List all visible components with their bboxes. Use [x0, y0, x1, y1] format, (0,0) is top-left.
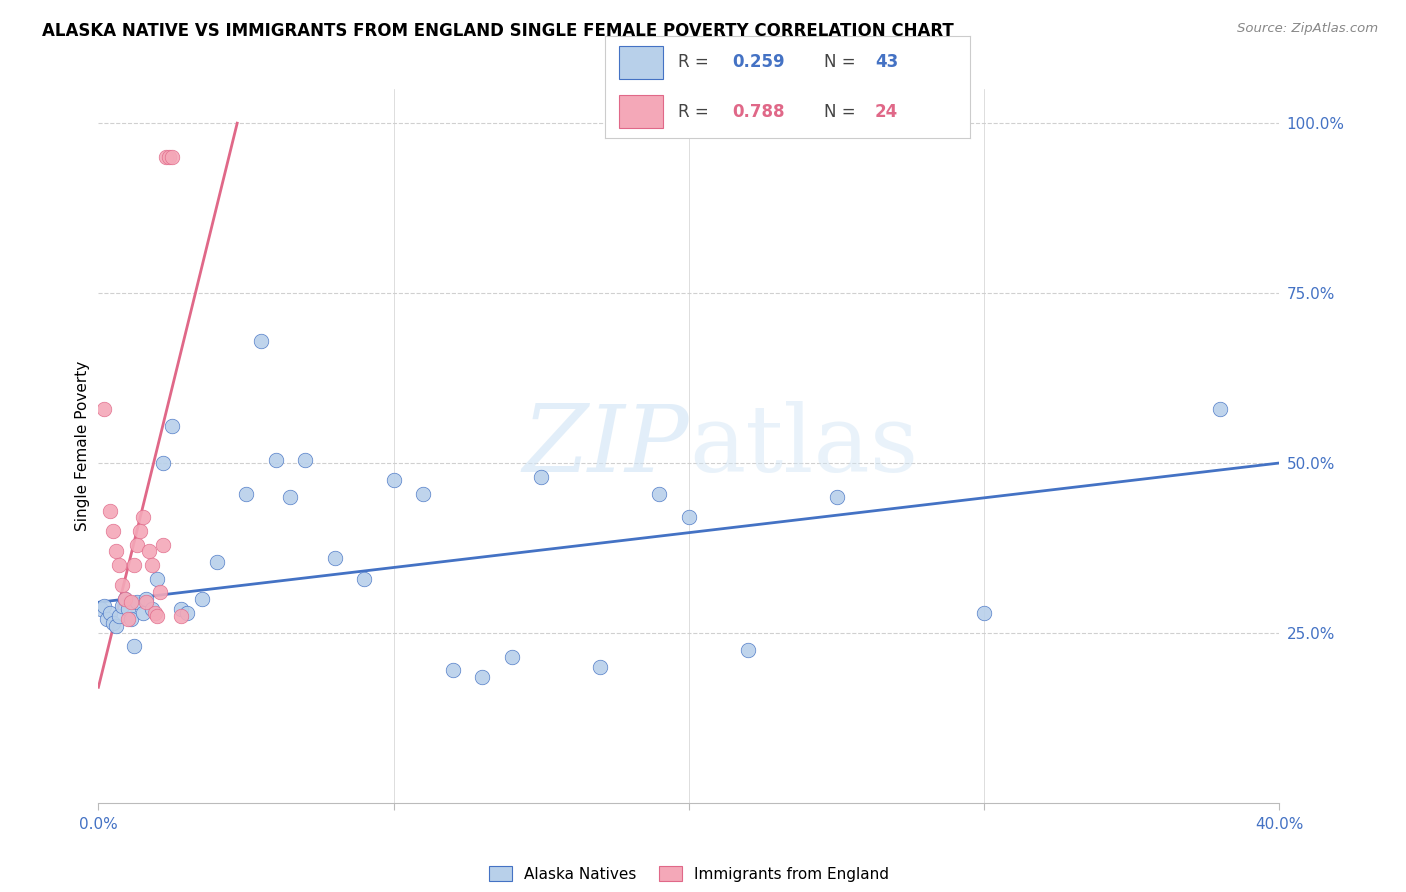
- Text: ZIP: ZIP: [522, 401, 689, 491]
- Point: [103, 615, 125, 630]
- Point: [122, 640, 145, 654]
- Point: [120, 612, 142, 626]
- Text: 0.259: 0.259: [733, 54, 785, 71]
- Point: [146, 572, 169, 586]
- Point: [157, 150, 180, 164]
- Point: [501, 649, 523, 664]
- Point: [1209, 401, 1232, 416]
- Text: Source: ZipAtlas.com: Source: ZipAtlas.com: [1237, 22, 1378, 36]
- Point: [125, 537, 148, 551]
- Point: [128, 524, 150, 538]
- Point: [132, 510, 155, 524]
- Point: [264, 452, 287, 467]
- Point: [737, 643, 759, 657]
- Point: [122, 558, 145, 572]
- Point: [162, 150, 183, 164]
- Point: [98, 503, 121, 517]
- Text: atlas: atlas: [689, 401, 918, 491]
- Point: [589, 660, 612, 674]
- Point: [278, 490, 302, 504]
- FancyBboxPatch shape: [619, 46, 664, 78]
- Point: [530, 469, 553, 483]
- Point: [120, 595, 142, 609]
- Point: [117, 612, 139, 626]
- Point: [93, 401, 115, 416]
- Point: [648, 486, 671, 500]
- Point: [132, 606, 155, 620]
- Point: [162, 418, 183, 433]
- Point: [441, 663, 464, 677]
- Point: [382, 473, 405, 487]
- Point: [114, 591, 136, 606]
- Point: [678, 510, 700, 524]
- Point: [205, 555, 228, 569]
- Point: [170, 608, 193, 623]
- Text: N =: N =: [824, 103, 860, 120]
- Y-axis label: Single Female Poverty: Single Female Poverty: [75, 361, 90, 531]
- Text: ALASKA NATIVE VS IMMIGRANTS FROM ENGLAND SINGLE FEMALE POVERTY CORRELATION CHART: ALASKA NATIVE VS IMMIGRANTS FROM ENGLAND…: [42, 22, 953, 40]
- Text: R =: R =: [678, 103, 714, 120]
- Point: [235, 486, 257, 500]
- Point: [141, 558, 163, 572]
- Point: [471, 670, 494, 684]
- Point: [103, 524, 125, 538]
- Point: [191, 591, 214, 606]
- Point: [149, 585, 172, 599]
- Point: [973, 606, 995, 620]
- Point: [176, 606, 198, 620]
- Point: [412, 486, 434, 500]
- Point: [353, 572, 375, 586]
- Point: [146, 608, 169, 623]
- Point: [152, 537, 174, 551]
- Point: [323, 551, 346, 566]
- Text: 24: 24: [875, 103, 898, 120]
- FancyBboxPatch shape: [619, 95, 664, 128]
- Point: [143, 606, 166, 620]
- Point: [98, 606, 121, 620]
- Legend: Alaska Natives, Immigrants from England: Alaska Natives, Immigrants from England: [482, 860, 896, 888]
- Text: R =: R =: [678, 54, 714, 71]
- Point: [96, 612, 118, 626]
- Point: [105, 619, 128, 633]
- Point: [250, 334, 273, 348]
- Point: [117, 602, 139, 616]
- Point: [825, 490, 848, 504]
- Point: [93, 599, 115, 613]
- Text: 0.788: 0.788: [733, 103, 785, 120]
- Point: [90, 602, 112, 616]
- Point: [141, 602, 163, 616]
- Point: [108, 558, 131, 572]
- Point: [111, 578, 134, 592]
- Point: [155, 150, 177, 164]
- Point: [108, 608, 131, 623]
- Text: N =: N =: [824, 54, 860, 71]
- Point: [105, 544, 128, 558]
- Point: [114, 591, 136, 606]
- Point: [170, 602, 193, 616]
- Point: [138, 544, 160, 558]
- Point: [111, 599, 134, 613]
- Point: [135, 591, 157, 606]
- Point: [294, 452, 316, 467]
- Point: [152, 456, 174, 470]
- Point: [125, 595, 148, 609]
- Text: 43: 43: [875, 54, 898, 71]
- Point: [135, 595, 157, 609]
